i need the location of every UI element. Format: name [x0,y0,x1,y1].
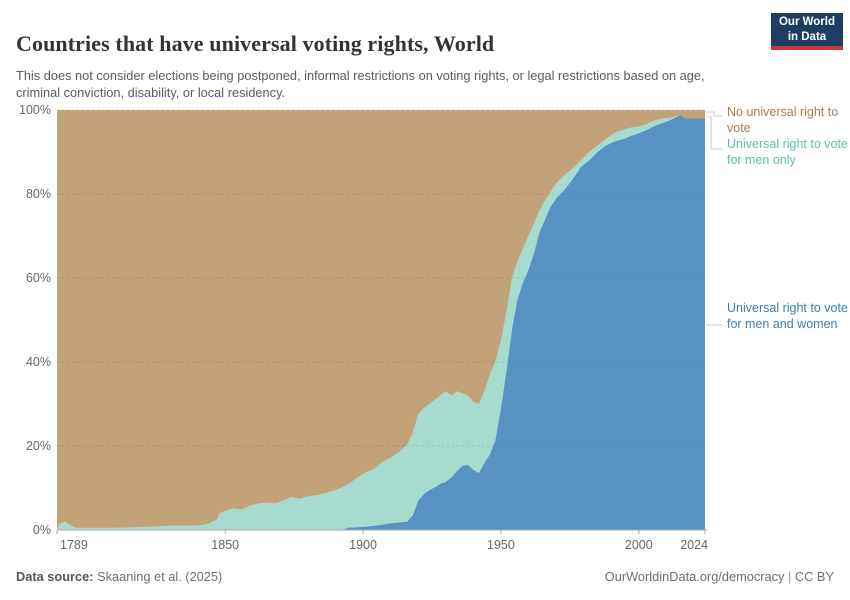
x-tick-label-2000: 2000 [625,538,653,552]
license-label[interactable]: CC BY [794,569,834,584]
footer-separator: | [784,569,795,584]
data-source-value: Skaaning et al. (2025) [93,569,223,584]
chart-subtitle: This does not consider elections being p… [16,67,705,101]
x-tick-label-1950: 1950 [487,538,515,552]
legend-connector-none [706,111,722,117]
legend-item-no-universal-right[interactable]: No universal right to vote [727,105,839,135]
y-tick-label-40: 40% [26,355,51,369]
y-tick-label-0: 0% [33,523,51,537]
owid-url-link[interactable]: OurWorldinData.org/democracy [604,569,785,584]
owid-logo-line1: Our World [778,16,835,29]
owid-logo[interactable]: Our World in Data [771,13,843,50]
chart-footer: Data source: Skaaning et al. (2025) OurW… [16,569,834,584]
legend-connector-men-only [708,116,722,150]
page-title: Countries that have universal voting rig… [16,30,495,56]
x-tick-label-2024: 2024 [680,538,708,552]
x-tick-label-1900: 1900 [349,538,377,552]
area-men_and_women[interactable] [57,115,705,530]
y-tick-label-20: 20% [26,439,51,453]
y-tick-label-100: 100% [19,103,51,117]
y-tick-label-60: 60% [26,271,51,285]
x-tick-label-1850: 1850 [211,538,239,552]
x-tick-label-1789: 1789 [60,538,88,552]
data-source-label: Data source: [16,569,94,584]
owid-logo-line2: in Data [787,30,827,43]
legend-item-men-and-women[interactable]: Universal right to vote for men and wome… [727,301,848,331]
legend-item-men-only[interactable]: Universal right to vote for men only [727,137,848,167]
data-source-note: Data source: Skaaning et al. (2025) [16,569,222,584]
footer-right: OurWorldinData.org/democracy | CC BY [605,569,834,584]
area-none[interactable] [57,110,705,530]
y-tick-label-80: 80% [26,187,51,201]
area-men_only[interactable] [57,115,705,530]
